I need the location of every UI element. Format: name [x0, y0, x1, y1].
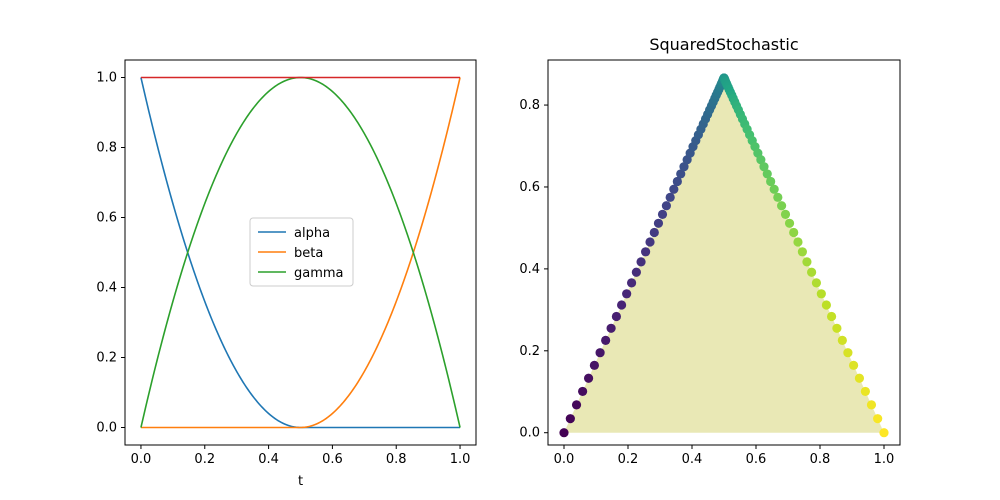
scatter-point	[636, 257, 646, 267]
scatter-point	[837, 335, 847, 345]
y-tick-label-left: 1.0	[96, 71, 117, 86]
scatter-point	[661, 201, 672, 211]
scatter-point	[595, 348, 605, 358]
scatter-point	[789, 227, 799, 238]
scatter-point	[672, 176, 682, 187]
x-tick-label-right: 0.6	[746, 452, 767, 467]
chart-title: SquaredStochastic	[649, 35, 798, 54]
x-tick-label-left: 0.6	[322, 452, 343, 467]
legend-label-alpha: alpha	[294, 226, 330, 241]
x-tick-label-left: 1.0	[450, 452, 471, 467]
x-tick-label-left: 0.0	[131, 452, 152, 467]
scatter-point	[649, 227, 659, 238]
x-axis-label-left: t	[298, 474, 303, 489]
x-tick-label-right: 1.0	[874, 452, 895, 467]
scatter-point	[816, 289, 826, 299]
right-axes: SquaredStochastic 0.0 0.2 0.4 0.6 0.8 1.0 0.0 0.…	[519, 35, 901, 467]
scatter-point	[601, 335, 611, 345]
scatter-point	[756, 155, 766, 165]
y-tick-label-left: 0.8	[96, 141, 117, 156]
scatter-point	[849, 360, 859, 370]
scatter-point	[611, 311, 622, 322]
x-tick-label-right: 0.2	[618, 452, 639, 467]
scatter-point	[657, 209, 668, 219]
scatter-point	[565, 414, 575, 424]
scatter-point	[626, 278, 637, 288]
simplex-fill	[564, 78, 884, 433]
y-tick-label-left: 0.0	[96, 421, 117, 436]
scatter-point	[826, 311, 837, 322]
scatter-point	[879, 428, 889, 438]
scatter-point	[784, 218, 795, 228]
y-tick-label-left: 0.6	[96, 211, 117, 226]
legend-label-beta: beta	[294, 246, 323, 261]
scatter-point	[617, 300, 627, 310]
x-tick-label-right: 0.0	[554, 452, 575, 467]
scatter-point	[873, 414, 883, 424]
scatter-point	[665, 192, 675, 202]
scatter-point	[622, 289, 632, 299]
scatter-point	[571, 400, 582, 410]
scatter-point	[843, 348, 853, 358]
x-tick-label-right: 0.8	[810, 452, 831, 467]
y-tick-label-left: 0.4	[96, 281, 117, 296]
y-tick-label-right: 0.0	[519, 426, 540, 441]
scatter-point	[797, 247, 808, 257]
scatter-point	[583, 373, 594, 383]
scatter-point	[777, 201, 787, 211]
x-tick-label-left: 0.4	[258, 452, 279, 467]
scatter-point	[793, 237, 803, 247]
scatter-point	[854, 373, 865, 383]
scatter-point	[631, 267, 641, 277]
scatter-point	[589, 360, 600, 370]
scatter-point	[762, 169, 772, 179]
scatter-point	[773, 192, 783, 202]
legend-box	[249, 217, 354, 287]
y-tick-label-left: 0.2	[96, 351, 117, 366]
y-tick-label-right: 0.4	[519, 262, 540, 277]
scatter-point	[866, 400, 877, 410]
scatter-point	[780, 209, 791, 219]
y-tick-label-right: 0.2	[519, 344, 540, 359]
scatter-point	[860, 386, 870, 397]
scatter-point	[653, 218, 664, 228]
scatter-point	[807, 267, 817, 277]
scatter-point	[559, 428, 569, 438]
y-tick-label-right: 0.8	[519, 98, 540, 113]
x-tick-label-left: 0.2	[194, 452, 215, 467]
scatter-point	[821, 300, 832, 310]
scatter-point	[769, 184, 779, 194]
scatter-point	[606, 323, 616, 333]
scatter-point	[669, 184, 679, 194]
scatter-point	[641, 247, 651, 257]
x-tick-label-right: 0.4	[682, 452, 703, 467]
x-tick-label-left: 0.8	[386, 452, 407, 467]
scatter-point	[802, 257, 812, 267]
scatter-point	[766, 176, 776, 187]
scatter-point	[832, 323, 842, 333]
y-tick-label-right: 0.6	[519, 180, 540, 195]
left-axes: 0.0 0.2 0.4 0.6 0.8 1.0 0.0 0.2 0.4 0.6 0.8 1.0 t alp…	[96, 59, 477, 489]
scatter-point	[811, 278, 822, 288]
scatter-point	[679, 162, 689, 172]
scatter-point	[645, 237, 655, 247]
scatter-point	[759, 162, 769, 172]
scatter-point	[578, 386, 588, 397]
series-line-beta	[140, 77, 461, 429]
legend-label-gamma: gamma	[294, 266, 344, 281]
scatter-point	[676, 169, 686, 179]
